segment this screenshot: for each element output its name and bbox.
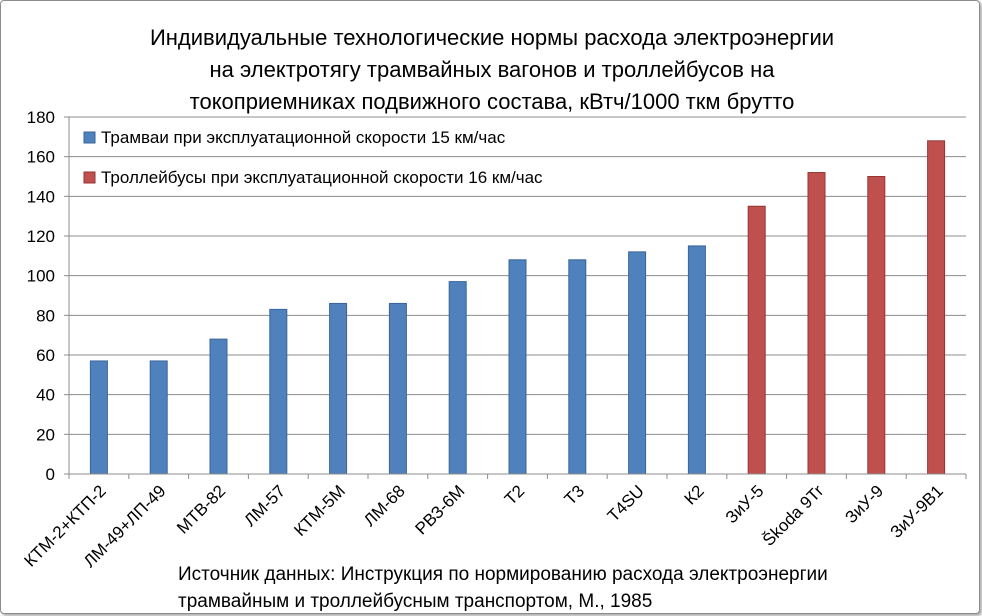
x-tick-label: ЗиУ-9В1 — [886, 481, 946, 541]
chart-title: Индивидуальные технологические нормы рас… — [60, 22, 924, 118]
bar-К2 — [687, 245, 706, 475]
bar-Т3 — [568, 259, 587, 475]
y-tick-label: 80 — [36, 306, 55, 325]
x-tick-label: ЗиУ-9 — [841, 481, 887, 527]
x-tick-label: КТМ-5М — [290, 481, 349, 540]
y-tick-label: 100 — [27, 267, 55, 286]
source-line: трамвайным и троллейбусным транспортом, … — [178, 591, 653, 612]
x-tick-label: ЗиУ-5 — [722, 481, 768, 527]
y-tick-label: 140 — [27, 187, 55, 206]
x-tick-labels: КТМ-2+КТП-2ЛМ-49+ЛП-49 МТВ-82 ЛМ-57 КТМ-5М Л… — [21, 481, 947, 571]
y-tick-label: 20 — [36, 425, 55, 444]
bars — [89, 140, 946, 475]
x-tick-label: РВЗ-6М — [411, 481, 468, 538]
y-tick-label: 0 — [46, 465, 55, 484]
bar-ЛМ-68 — [388, 302, 407, 475]
legend-swatch — [83, 131, 96, 144]
x-tick-label: ЛМ-57 — [240, 481, 289, 530]
bar-ЛМ-49+ЛП-49 — [149, 360, 168, 475]
bar-ЛМ-57 — [269, 308, 288, 475]
bar-РВЗ-6М — [448, 281, 467, 475]
y-tick-label: 120 — [27, 227, 55, 246]
source-line: Источник данных: Инструкция по нормирова… — [178, 564, 828, 585]
bar-ЗиУ-9 — [867, 176, 886, 475]
legend: Трамваи при эксплуатационной скорости 15… — [83, 128, 543, 187]
legend-label: Трамваи при эксплуатационной скорости 15… — [101, 128, 506, 147]
legend-swatch — [83, 171, 96, 184]
y-tick-label: 160 — [27, 148, 55, 167]
y-tick-label: 180 — [27, 108, 55, 127]
axes — [64, 116, 967, 479]
x-tick-label: T4SU — [604, 481, 648, 525]
bar-ЗиУ-5 — [747, 205, 766, 475]
bar-Т2 — [508, 259, 527, 475]
bar-КТМ-2+КТП-2 — [89, 360, 108, 475]
chart-title-line: токоприемниках подвижного состава, кВтч/… — [189, 89, 795, 114]
x-tick-label: ЛМ-68 — [360, 481, 409, 530]
bar-T4SU — [628, 251, 647, 475]
y-tick-label: 40 — [36, 386, 55, 405]
x-tick-label: МТВ-82 — [173, 481, 229, 537]
bar-Škoda 9Tr — [807, 172, 826, 475]
x-tick-label: Škoda 9Tr — [759, 481, 828, 550]
bar-КТМ-5М — [329, 302, 348, 475]
y-tick-label: 60 — [36, 346, 55, 365]
bar-МТВ-82 — [209, 338, 228, 475]
chart-title-line: на электротягу трамвайных вагонов и трол… — [209, 57, 775, 82]
source-note: Источник данных: Инструкция по нормирова… — [178, 561, 968, 615]
legend-label: Троллейбусы при эксплуатационной скорост… — [101, 168, 543, 187]
y-tick-labels: 0 20 40 60 80 100 120 140 160 180 — [27, 108, 55, 484]
x-tick-label: Т2 — [501, 481, 528, 508]
chart-title-line: Индивидуальные технологические нормы рас… — [149, 25, 835, 50]
bar-ЗиУ-9В1 — [927, 140, 946, 475]
x-tick-label: К2 — [681, 481, 708, 508]
x-tick-label: Т3 — [561, 481, 588, 508]
